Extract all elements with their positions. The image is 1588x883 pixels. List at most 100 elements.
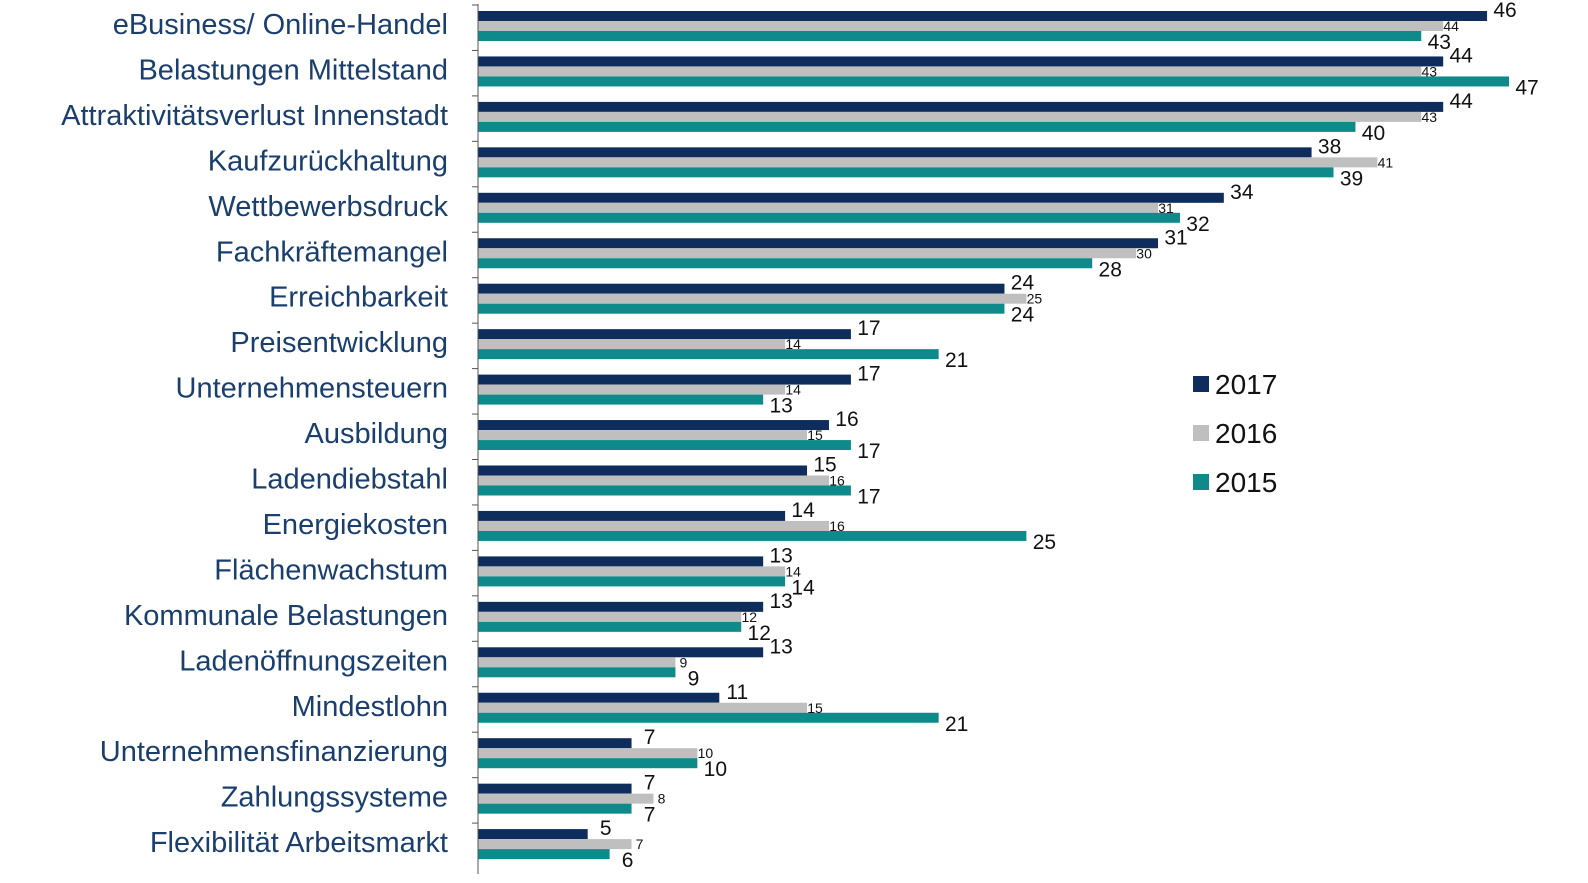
data-label-2017: 38 <box>1318 135 1341 158</box>
data-label-2015: 47 <box>1515 76 1538 99</box>
data-label-2015: 21 <box>945 713 968 736</box>
data-label-2016: 43 <box>1421 109 1437 125</box>
data-label-2016: 15 <box>807 700 823 716</box>
category-labels: eBusiness/ Online-Handel Belastungen Mitt… <box>61 9 448 859</box>
bar-2017 <box>478 101 1444 112</box>
data-label-2016: 30 <box>1136 245 1152 261</box>
bar-2017 <box>478 556 764 567</box>
data-label-2016: 15 <box>807 427 823 443</box>
bar-2015 <box>478 303 1005 314</box>
category-label: Belastungen Mittelstand <box>138 54 448 86</box>
category-label: Flexibilität Arbeitsmarkt <box>150 827 448 859</box>
legend-swatch-2015 <box>1193 474 1209 490</box>
bar-2017 <box>478 465 808 476</box>
bar-2017 <box>478 192 1224 203</box>
category-label: Attraktivitätsverlust Innenstadt <box>61 100 448 132</box>
category-label: Ausbildung <box>305 418 449 450</box>
data-label-2015: 6 <box>622 849 634 872</box>
bar-2015 <box>478 349 939 360</box>
bar-2017 <box>478 829 588 840</box>
bar-2017 <box>478 420 829 431</box>
bar-2016 <box>478 384 786 395</box>
bar-2016 <box>478 339 786 350</box>
data-label-2016: 8 <box>658 791 666 807</box>
bar-2016 <box>478 475 829 486</box>
data-label-2017: 34 <box>1230 181 1254 204</box>
data-label-2015: 25 <box>1033 531 1056 554</box>
category-label: Kommunale Belastungen <box>124 600 448 632</box>
bar-2015 <box>478 621 742 632</box>
data-label-2016: 16 <box>829 518 845 534</box>
data-label-2015: 9 <box>688 667 700 690</box>
data-label-2017: 16 <box>835 408 858 431</box>
bar-2017 <box>478 374 851 385</box>
legend: 2017 2016 2015 <box>1193 369 1277 498</box>
data-label-2017: 13 <box>769 590 792 613</box>
bar-2015 <box>478 258 1093 269</box>
category-label: eBusiness/ Online-Handel <box>113 9 448 41</box>
bar-2016 <box>478 793 654 804</box>
bar-2016 <box>478 657 676 668</box>
category-label: Mindestlohn <box>292 691 448 723</box>
bar-2016 <box>478 566 786 577</box>
bar-2015 <box>478 667 676 678</box>
data-label-2015: 43 <box>1428 31 1451 54</box>
bar-2015 <box>478 394 764 405</box>
bar-2016 <box>478 66 1422 77</box>
bar-2016 <box>478 202 1159 213</box>
bar-2016 <box>478 839 632 850</box>
bars-layer <box>478 11 1509 860</box>
data-label-2017: 24 <box>1011 272 1035 295</box>
category-label: Unternehmensteuern <box>176 373 448 405</box>
data-label-2017: 46 <box>1493 0 1516 22</box>
bar-2015 <box>478 803 632 814</box>
axis-layer <box>472 4 479 874</box>
category-label: Flächenwachstum <box>214 554 448 586</box>
bar-2017 <box>478 601 764 612</box>
bar-2016 <box>478 21 1444 31</box>
bar-2016 <box>478 111 1422 122</box>
category-label: Erreichbarkeit <box>269 282 448 314</box>
legend-label-2016: 2016 <box>1215 418 1277 449</box>
data-label-2015: 32 <box>1186 213 1209 236</box>
legend-swatch-2016 <box>1193 425 1209 441</box>
value-labels: 4644434443474443403841393431323130282425… <box>600 0 1539 872</box>
data-label-2015: 14 <box>791 576 815 599</box>
category-label: Fachkräftemangel <box>216 236 448 268</box>
category-label: Kaufzurückhaltung <box>208 145 448 177</box>
data-label-2017: 13 <box>769 544 792 567</box>
bar-2017 <box>478 692 720 703</box>
data-label-2016: 7 <box>636 836 644 852</box>
bar-2015 <box>478 440 851 451</box>
bar-2017 <box>478 147 1312 158</box>
data-label-2017: 31 <box>1164 226 1187 249</box>
data-label-2017: 13 <box>769 635 792 658</box>
category-label: Wettbewerbsdruck <box>208 191 448 223</box>
legend-label-2015: 2015 <box>1215 467 1277 498</box>
data-label-2016: 9 <box>680 654 688 670</box>
bar-2015 <box>478 758 698 769</box>
data-label-2017: 11 <box>726 681 748 704</box>
data-label-2015: 17 <box>857 440 880 463</box>
data-label-2016: 25 <box>1027 291 1043 307</box>
data-label-2016: 14 <box>785 382 801 398</box>
data-label-2017: 17 <box>857 317 880 340</box>
data-label-2017: 44 <box>1450 44 1474 67</box>
data-label-2016: 12 <box>741 609 757 625</box>
bar-2015 <box>478 76 1509 87</box>
category-label: Energiekosten <box>263 509 448 541</box>
data-label-2015: 7 <box>644 804 656 827</box>
data-label-2017: 7 <box>644 726 656 749</box>
data-label-2015: 24 <box>1011 304 1035 327</box>
data-label-2016: 43 <box>1421 63 1437 79</box>
bar-2017 <box>478 56 1444 67</box>
data-label-2015: 17 <box>857 486 880 509</box>
bar-2017 <box>478 510 786 521</box>
data-label-2016: 31 <box>1158 200 1174 216</box>
bar-2016 <box>478 702 808 713</box>
bar-2016 <box>478 748 698 759</box>
data-label-2015: 13 <box>769 395 792 418</box>
legend-swatch-2017 <box>1193 376 1209 392</box>
data-label-2015: 21 <box>945 349 968 372</box>
